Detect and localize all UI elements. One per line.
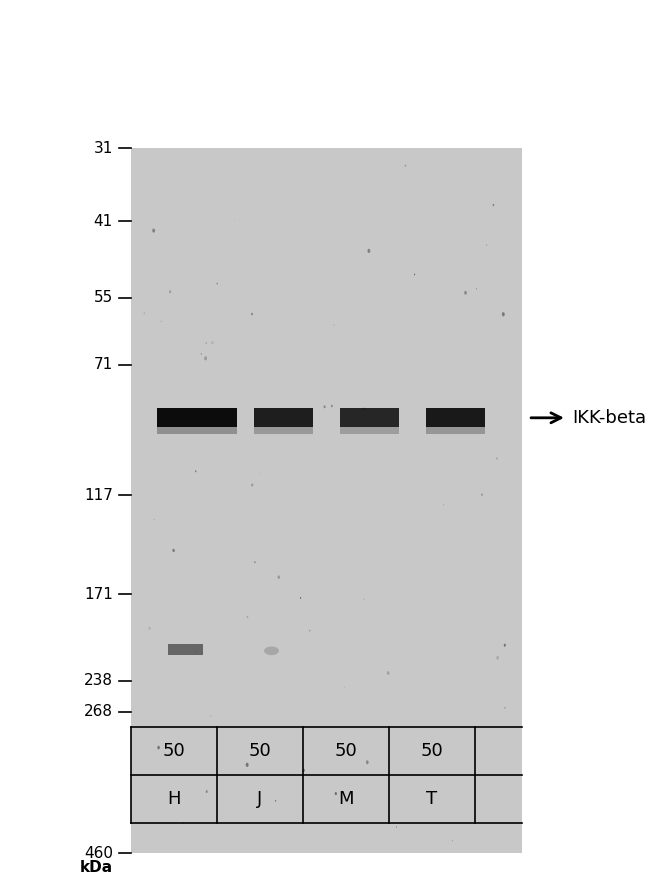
Circle shape xyxy=(195,650,196,652)
Circle shape xyxy=(504,707,506,709)
Circle shape xyxy=(246,615,248,618)
Text: 460: 460 xyxy=(84,846,112,861)
Circle shape xyxy=(497,656,499,660)
Circle shape xyxy=(182,822,183,824)
FancyBboxPatch shape xyxy=(254,408,313,427)
FancyBboxPatch shape xyxy=(426,427,485,434)
Text: 171: 171 xyxy=(84,587,112,602)
Circle shape xyxy=(153,519,155,521)
Circle shape xyxy=(275,800,276,801)
Circle shape xyxy=(367,249,370,253)
FancyBboxPatch shape xyxy=(426,408,485,427)
Text: 268: 268 xyxy=(84,704,112,719)
Text: T: T xyxy=(426,790,437,808)
Circle shape xyxy=(206,790,207,793)
Circle shape xyxy=(211,341,213,344)
Circle shape xyxy=(216,282,218,285)
Circle shape xyxy=(443,504,444,505)
Circle shape xyxy=(195,470,196,472)
Circle shape xyxy=(169,290,171,294)
Circle shape xyxy=(335,792,337,795)
Circle shape xyxy=(152,229,155,232)
Circle shape xyxy=(387,671,389,675)
Text: 71: 71 xyxy=(94,357,112,372)
FancyBboxPatch shape xyxy=(340,408,399,427)
FancyBboxPatch shape xyxy=(157,427,237,434)
Text: H: H xyxy=(167,790,180,808)
Text: 50: 50 xyxy=(421,742,443,760)
Circle shape xyxy=(363,407,365,411)
Circle shape xyxy=(331,405,333,407)
Circle shape xyxy=(251,313,253,316)
Circle shape xyxy=(452,840,453,841)
Circle shape xyxy=(189,415,190,417)
Text: 50: 50 xyxy=(248,742,271,760)
Circle shape xyxy=(481,494,483,496)
Circle shape xyxy=(172,549,175,552)
Circle shape xyxy=(309,630,310,631)
Ellipse shape xyxy=(264,647,279,656)
Circle shape xyxy=(333,324,335,325)
Circle shape xyxy=(157,746,160,749)
Text: kDa: kDa xyxy=(80,860,112,874)
Text: M: M xyxy=(338,790,354,808)
Text: IKK-beta: IKK-beta xyxy=(573,409,647,427)
Text: 31: 31 xyxy=(94,141,112,156)
Text: 50: 50 xyxy=(162,742,185,760)
Circle shape xyxy=(251,483,254,487)
Circle shape xyxy=(149,627,151,630)
FancyBboxPatch shape xyxy=(254,427,313,434)
Circle shape xyxy=(493,204,494,206)
Circle shape xyxy=(414,274,415,275)
Circle shape xyxy=(204,357,207,360)
FancyBboxPatch shape xyxy=(340,427,399,434)
Circle shape xyxy=(246,763,248,767)
Text: 50: 50 xyxy=(334,742,357,760)
Circle shape xyxy=(161,321,162,322)
Circle shape xyxy=(260,473,261,474)
Circle shape xyxy=(210,715,212,718)
Circle shape xyxy=(201,353,202,355)
Circle shape xyxy=(396,826,397,828)
Circle shape xyxy=(464,291,467,295)
Circle shape xyxy=(324,406,326,408)
Text: 117: 117 xyxy=(84,488,112,503)
Circle shape xyxy=(254,561,255,563)
Text: J: J xyxy=(257,790,263,808)
Circle shape xyxy=(404,164,406,167)
Circle shape xyxy=(496,457,498,460)
Circle shape xyxy=(300,597,301,599)
Circle shape xyxy=(302,768,305,772)
Text: 238: 238 xyxy=(84,674,112,689)
FancyBboxPatch shape xyxy=(168,644,203,656)
Text: 41: 41 xyxy=(94,213,112,229)
Circle shape xyxy=(504,643,506,647)
Circle shape xyxy=(476,288,477,289)
Circle shape xyxy=(366,760,369,764)
Circle shape xyxy=(144,312,145,315)
Circle shape xyxy=(278,575,280,579)
FancyBboxPatch shape xyxy=(131,148,523,853)
Text: 55: 55 xyxy=(94,290,112,305)
Circle shape xyxy=(502,312,505,316)
FancyBboxPatch shape xyxy=(157,408,237,427)
Circle shape xyxy=(486,245,487,246)
Circle shape xyxy=(205,343,207,344)
